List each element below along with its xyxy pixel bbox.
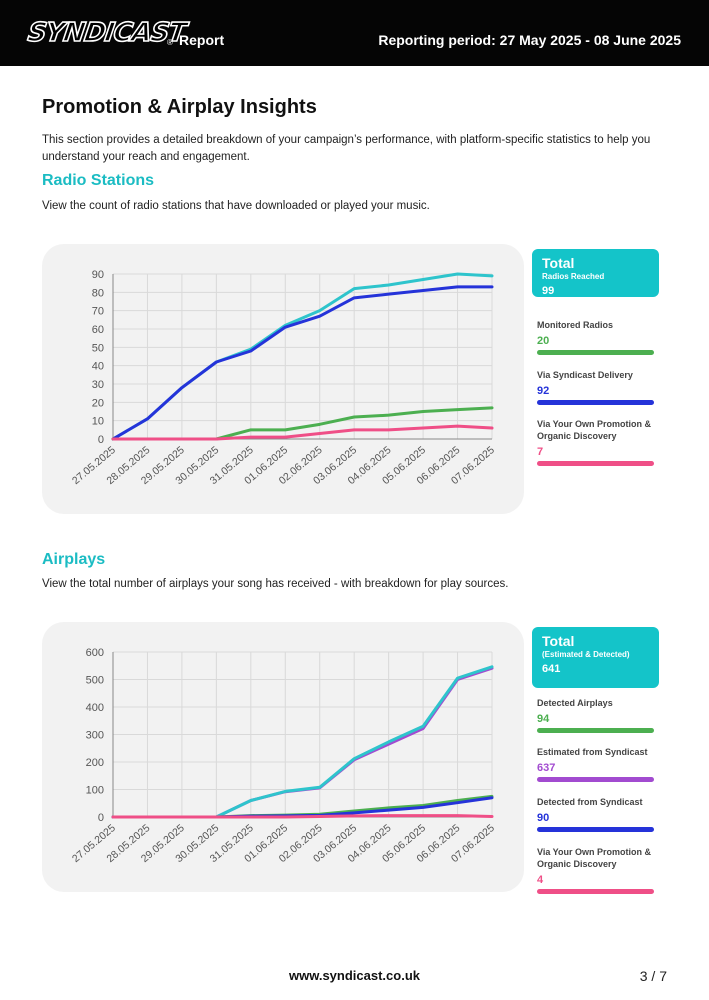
radio-stat-monitored: Monitored Radios 20 — [537, 319, 654, 355]
footer-website: www.syndicast.co.uk — [288, 968, 420, 983]
series-line-0 — [111, 272, 494, 441]
chart-grid: 010203040506070809027.05.202528.05.20252… — [70, 269, 497, 487]
y-tick-label: 80 — [92, 287, 104, 299]
airplay-total-subtitle: (Estimated & Detected) — [542, 650, 630, 659]
radio-section-title: Radio Stations — [42, 172, 155, 189]
reporting-period: Reporting period: 27 May 2025 - 08 June … — [378, 32, 681, 48]
y-tick-label: 20 — [92, 397, 104, 409]
chart-grid: 010020030040050060027.05.202528.05.20252… — [70, 647, 497, 865]
stat-value: 94 — [537, 713, 550, 725]
y-tick-label: 30 — [92, 379, 104, 391]
airplay-stat-detected: Detected Airplays 94 — [537, 697, 654, 733]
series-line-1 — [111, 665, 494, 819]
page-intro: This section provides a detailed breakdo… — [42, 134, 651, 163]
y-tick-label: 40 — [92, 361, 104, 373]
stat-label: Via Your Own Promotion & Organic Discove… — [537, 419, 652, 441]
y-tick-label: 50 — [92, 342, 104, 354]
stat-label: Monitored Radios — [537, 320, 613, 330]
radio-stat-organic: Via Your Own Promotion & Organic Discove… — [537, 418, 654, 466]
y-tick-label: 90 — [92, 269, 104, 281]
y-tick-label: 400 — [86, 702, 104, 714]
stat-bar — [537, 350, 654, 355]
airplay-section-title: Airplays — [42, 551, 106, 568]
stat-value: 637 — [537, 762, 556, 774]
stat-bar — [537, 728, 654, 733]
stat-value: 90 — [537, 812, 550, 824]
y-tick-label: 600 — [86, 647, 104, 659]
series-line-4 — [111, 814, 494, 819]
y-tick-label: 500 — [86, 675, 104, 687]
radio-stat-syndicast: Via Syndicast Delivery 92 — [537, 369, 654, 405]
y-tick-label: 60 — [92, 324, 104, 336]
stat-value: 92 — [537, 385, 550, 397]
syndicast-logo: SYNDICAST — [25, 17, 188, 49]
y-tick-label: 0 — [98, 434, 104, 446]
airplay-total-card: Total (Estimated & Detected) 641 — [532, 627, 659, 688]
stat-bar — [537, 827, 654, 832]
stat-bar — [537, 400, 654, 405]
series-line-3 — [111, 424, 494, 441]
airplay-stat-detected-syndicast: Detected from Syndicast 90 — [537, 796, 654, 832]
y-tick-label: 200 — [86, 757, 104, 769]
stat-bar — [537, 889, 654, 894]
stat-value: 4 — [537, 874, 544, 886]
airplay-total-value: 641 — [542, 663, 561, 675]
series-line-1 — [111, 285, 494, 441]
radio-total-subtitle: Radios Reached — [542, 272, 605, 281]
stat-label: Via Your Own Promotion & Organic Discove… — [537, 847, 652, 869]
airplay-stat-organic: Via Your Own Promotion & Organic Discove… — [537, 846, 654, 894]
stat-label: Detected Airplays — [537, 698, 613, 708]
y-tick-label: 300 — [86, 730, 104, 742]
radio-section-description: View the count of radio stations that ha… — [42, 200, 430, 212]
airplay-section-description: View the total number of airplays your s… — [42, 578, 509, 590]
radio-chart: 0 10 20 30 40 50 60 70 80 90 27.05.2025 28.05.2025 2… — [42, 244, 524, 514]
report-label: Report — [179, 32, 225, 48]
stat-label: Via Syndicast Delivery — [537, 370, 633, 380]
stat-bar — [537, 777, 654, 782]
page-number: 3 / 7 — [639, 968, 667, 984]
airplay-line-chart: 010020030040050060027.05.202528.05.20252… — [70, 647, 497, 865]
radio-total-value: 99 — [542, 285, 555, 297]
radio-line-chart: 010203040506070809027.05.202528.05.20252… — [70, 269, 497, 487]
y-tick-label: 10 — [92, 416, 104, 428]
y-tick-label: 0 — [98, 812, 104, 824]
stat-bar — [537, 461, 654, 466]
y-tick-label: 70 — [92, 306, 104, 318]
stat-label: Estimated from Syndicast — [537, 747, 648, 757]
airplay-stat-estimated: Estimated from Syndicast 637 — [537, 746, 654, 782]
stat-value: 7 — [537, 446, 544, 458]
page-title: Promotion & Airplay Insights — [42, 96, 317, 118]
airplay-chart: 0 100 200 300 400 500 600 27.05.2025 28.05.2025 2… — [42, 622, 524, 892]
report-header: SYNDICAST ® Report Reporting period: 27 … — [0, 0, 709, 66]
registered-mark: ® — [167, 38, 173, 47]
airplay-total-title: Total — [542, 633, 575, 649]
radio-total-title: Total — [542, 255, 575, 271]
y-tick-label: 100 — [86, 785, 104, 797]
radio-total-card: Total Radios Reached 99 — [532, 249, 659, 297]
stat-label: Detected from Syndicast — [537, 797, 643, 807]
stat-value: 20 — [537, 335, 550, 347]
series-line-0 — [111, 666, 494, 819]
